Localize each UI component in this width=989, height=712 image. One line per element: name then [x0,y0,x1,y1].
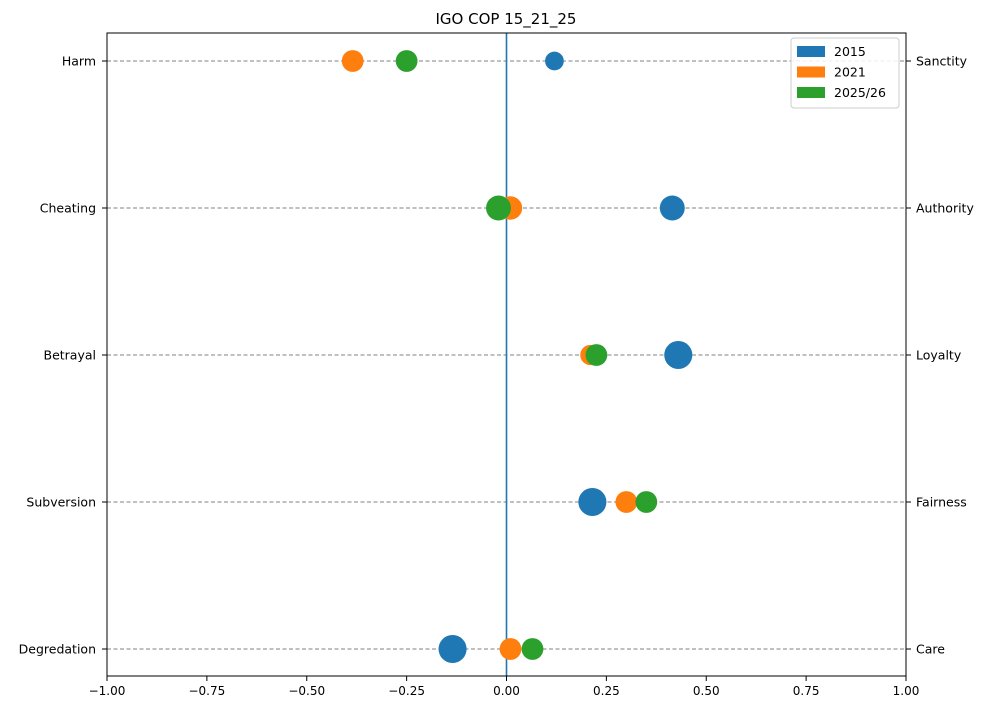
legend-label-2021: 2021 [834,65,866,80]
y-right-label-1: Authority [916,201,974,216]
point-2015-0 [545,51,564,71]
point-2021-3 [615,491,638,513]
point-2015-1 [659,195,685,221]
y-axis-left: Harm Cheating Betrayal Subversion Degredatio… [19,54,107,657]
point-2015-2 [664,340,693,370]
point-2015-3 [578,487,607,517]
x-tick-label-8: 1.00 [893,684,920,698]
point-2025-26-2 [585,344,608,366]
legend-label-2015: 2015 [834,44,866,59]
x-tick-label-0: −1.00 [89,684,126,698]
y-right-label-3: Fairness [916,495,967,510]
y-right-label-2: Loyalty [916,348,962,363]
point-2025-26-0 [395,50,418,72]
legend-swatch-2021 [797,66,825,78]
y-right-label-4: Care [916,642,945,657]
x-tick-label-4: 0.00 [493,684,520,698]
point-2021-4 [499,638,522,660]
x-tick-label-5: 0.25 [593,684,620,698]
y-left-label-4: Degredation [19,642,96,657]
x-tick-label-3: −0.25 [388,684,425,698]
x-tick-label-7: 0.75 [793,684,820,698]
y-left-label-1: Cheating [40,201,96,216]
y-left-label-2: Betrayal [44,348,97,363]
point-2025-26-4 [521,638,544,660]
point-2021-0 [341,50,364,72]
x-axis: −1.00 −0.75 −0.50 −0.25 0.00 0.25 0.50 0.75 1.00 [89,676,920,698]
x-tick-label-6: 0.50 [693,684,720,698]
y-right-label-0: Sanctity [916,54,968,69]
x-tick-label-1: −0.75 [188,684,225,698]
data-points [341,50,693,664]
y-axis-right: Sanctity Authority Loyalty Fairness Care [906,54,974,657]
point-2025-26-3 [635,491,658,513]
legend-label-2025-26: 2025/26 [834,85,886,100]
y-left-label-3: Subversion [26,495,96,510]
y-left-label-0: Harm [62,54,96,69]
chart-title: IGO COP 15_21_25 [436,10,577,29]
legend-swatch-2025-26 [797,87,825,98]
point-2025-26-1 [486,195,511,221]
point-2015-4 [438,634,467,664]
legend: 2015 2021 2025/26 [790,37,900,109]
x-tick-label-2: −0.50 [288,684,325,698]
legend-swatch-2015 [797,46,825,57]
